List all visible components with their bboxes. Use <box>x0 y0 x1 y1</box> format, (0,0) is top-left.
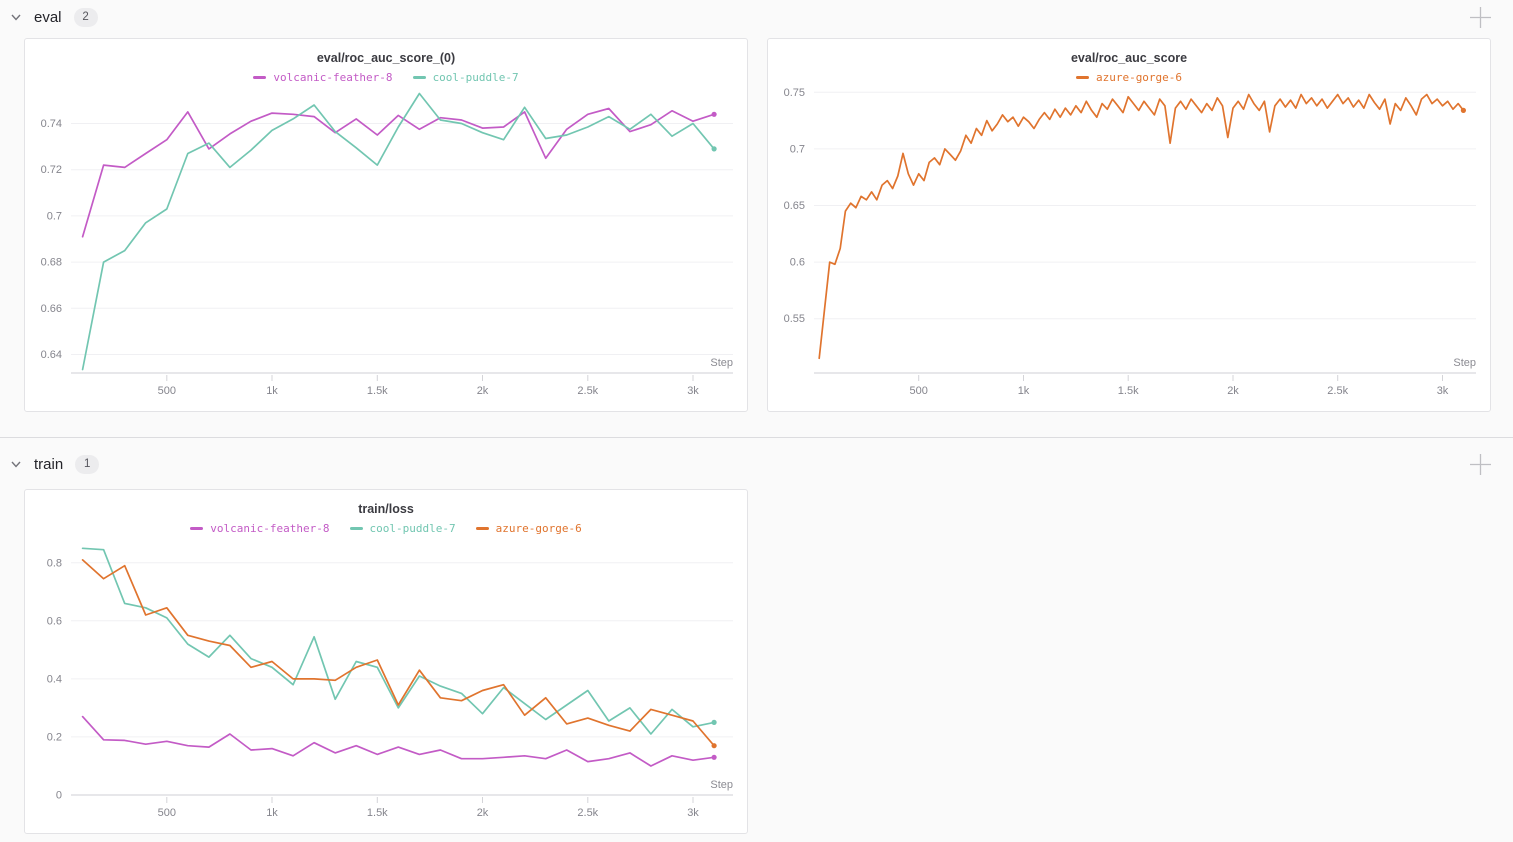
svg-text:1.5k: 1.5k <box>367 385 388 397</box>
add-panel-button[interactable] <box>1467 451 1494 478</box>
train-panels-row: train/loss volcanic-feather-8 cool-puddle… <box>0 489 1513 834</box>
svg-text:Step: Step <box>710 779 733 791</box>
legend-run-name: azure-gorge-6 <box>495 522 582 535</box>
add-panel-button[interactable] <box>1467 4 1494 31</box>
chart-panel-train-loss[interactable]: train/loss volcanic-feather-8 cool-puddle… <box>24 489 748 834</box>
svg-text:2k: 2k <box>1227 385 1239 397</box>
section-eval: eval 2 eval/roc_auc_score_(0) volcanic-f… <box>0 0 1513 412</box>
legend-line-swatch <box>1075 76 1089 79</box>
svg-text:1.5k: 1.5k <box>367 807 388 819</box>
legend-run-name: volcanic-feather-8 <box>210 522 330 535</box>
legend-line-swatch <box>349 527 363 530</box>
svg-text:2k: 2k <box>477 385 489 397</box>
svg-text:3k: 3k <box>687 807 699 819</box>
svg-text:1k: 1k <box>1018 385 1030 397</box>
legend-item: azure-gorge-6 <box>1075 71 1183 84</box>
svg-text:0.6: 0.6 <box>790 257 805 269</box>
chart-legend: volcanic-feather-8 cool-puddle-7 azure-gor… <box>25 521 747 536</box>
legend-item: cool-puddle-7 <box>349 522 456 535</box>
legend-run-name: cool-puddle-7 <box>369 522 456 535</box>
svg-text:0.75: 0.75 <box>784 87 805 99</box>
panel-count-badge: 2 <box>73 7 98 27</box>
svg-text:1k: 1k <box>266 385 278 397</box>
line-chart: 0 0.2 0.4 0.6 0.8 500 1k 1.5k 2k 2.5k 3k Step <box>47 547 733 819</box>
svg-text:2k: 2k <box>477 807 489 819</box>
svg-text:0.7: 0.7 <box>47 210 62 222</box>
legend-line-swatch <box>412 76 426 79</box>
legend-item: volcanic-feather-8 <box>190 522 330 535</box>
svg-text:0.7: 0.7 <box>790 143 805 155</box>
section-divider <box>0 437 1513 438</box>
chevron-down-icon[interactable] <box>8 9 24 25</box>
chart-title: eval/roc_auc_score <box>1070 51 1188 65</box>
legend-line-swatch <box>190 527 204 530</box>
section-title: eval <box>34 8 62 26</box>
svg-text:0.4: 0.4 <box>47 673 62 685</box>
eval-panels-row: eval/roc_auc_score_(0) volcanic-feather-… <box>0 38 1513 412</box>
svg-text:3k: 3k <box>1437 385 1449 397</box>
legend-line-swatch <box>475 527 489 530</box>
legend-line-swatch <box>253 76 267 79</box>
svg-text:500: 500 <box>158 385 176 397</box>
chevron-down-icon[interactable] <box>8 456 24 472</box>
section-header-train[interactable]: train 1 <box>0 447 1513 481</box>
section-train: train 1 train/loss volcanic-feather-8 coo… <box>0 447 1513 834</box>
svg-text:0.74: 0.74 <box>41 118 62 130</box>
svg-text:500: 500 <box>910 385 928 397</box>
section-header-eval[interactable]: eval 2 <box>0 0 1513 34</box>
svg-text:0: 0 <box>56 790 62 802</box>
svg-text:Step: Step <box>1453 357 1476 369</box>
legend-item: cool-puddle-7 <box>412 71 519 84</box>
svg-text:2.5k: 2.5k <box>577 385 598 397</box>
svg-text:0.6: 0.6 <box>47 615 62 627</box>
svg-text:3k: 3k <box>687 385 699 397</box>
svg-text:2.5k: 2.5k <box>1327 385 1348 397</box>
svg-text:0.68: 0.68 <box>41 257 62 269</box>
line-chart: 0.55 0.6 0.65 0.7 0.75 500 1k 1.5k 2k 2.5k 3k Step <box>784 87 1476 397</box>
legend-run-name: azure-gorge-6 <box>1095 71 1183 84</box>
svg-text:1k: 1k <box>266 807 278 819</box>
chart-panel-roc-auc-score-0[interactable]: eval/roc_auc_score_(0) volcanic-feather-… <box>24 38 748 412</box>
svg-text:500: 500 <box>158 807 176 819</box>
legend-item: azure-gorge-6 <box>475 522 582 535</box>
svg-text:0.64: 0.64 <box>41 349 62 361</box>
svg-text:Step: Step <box>710 357 733 369</box>
svg-text:0.55: 0.55 <box>784 313 805 325</box>
svg-text:0.72: 0.72 <box>41 164 62 176</box>
svg-text:0.8: 0.8 <box>47 557 62 569</box>
svg-text:0.66: 0.66 <box>41 303 62 315</box>
svg-text:0.2: 0.2 <box>47 731 62 743</box>
chart-legend: volcanic-feather-8 cool-puddle-7 <box>25 70 747 85</box>
panel-count-badge: 1 <box>75 454 100 474</box>
legend-run-name: volcanic-feather-8 <box>273 71 393 84</box>
line-chart: 0.64 0.66 0.68 0.7 0.72 0.74 500 1k 1.5k 2k 2.5k 3k… <box>41 92 733 397</box>
chart-panel-roc-auc-score[interactable]: eval/roc_auc_score azure-gorge-6 0.55 0.6… <box>767 38 1491 412</box>
svg-text:0.65: 0.65 <box>784 200 805 212</box>
section-title: train <box>34 455 64 473</box>
chart-title: train/loss <box>358 502 414 516</box>
chart-title: eval/roc_auc_score_(0) <box>316 51 456 65</box>
svg-text:1.5k: 1.5k <box>1118 385 1139 397</box>
legend-item: volcanic-feather-8 <box>253 71 393 84</box>
chart-legend: azure-gorge-6 <box>768 70 1490 85</box>
legend-run-name: cool-puddle-7 <box>432 71 519 84</box>
svg-text:2.5k: 2.5k <box>577 807 598 819</box>
